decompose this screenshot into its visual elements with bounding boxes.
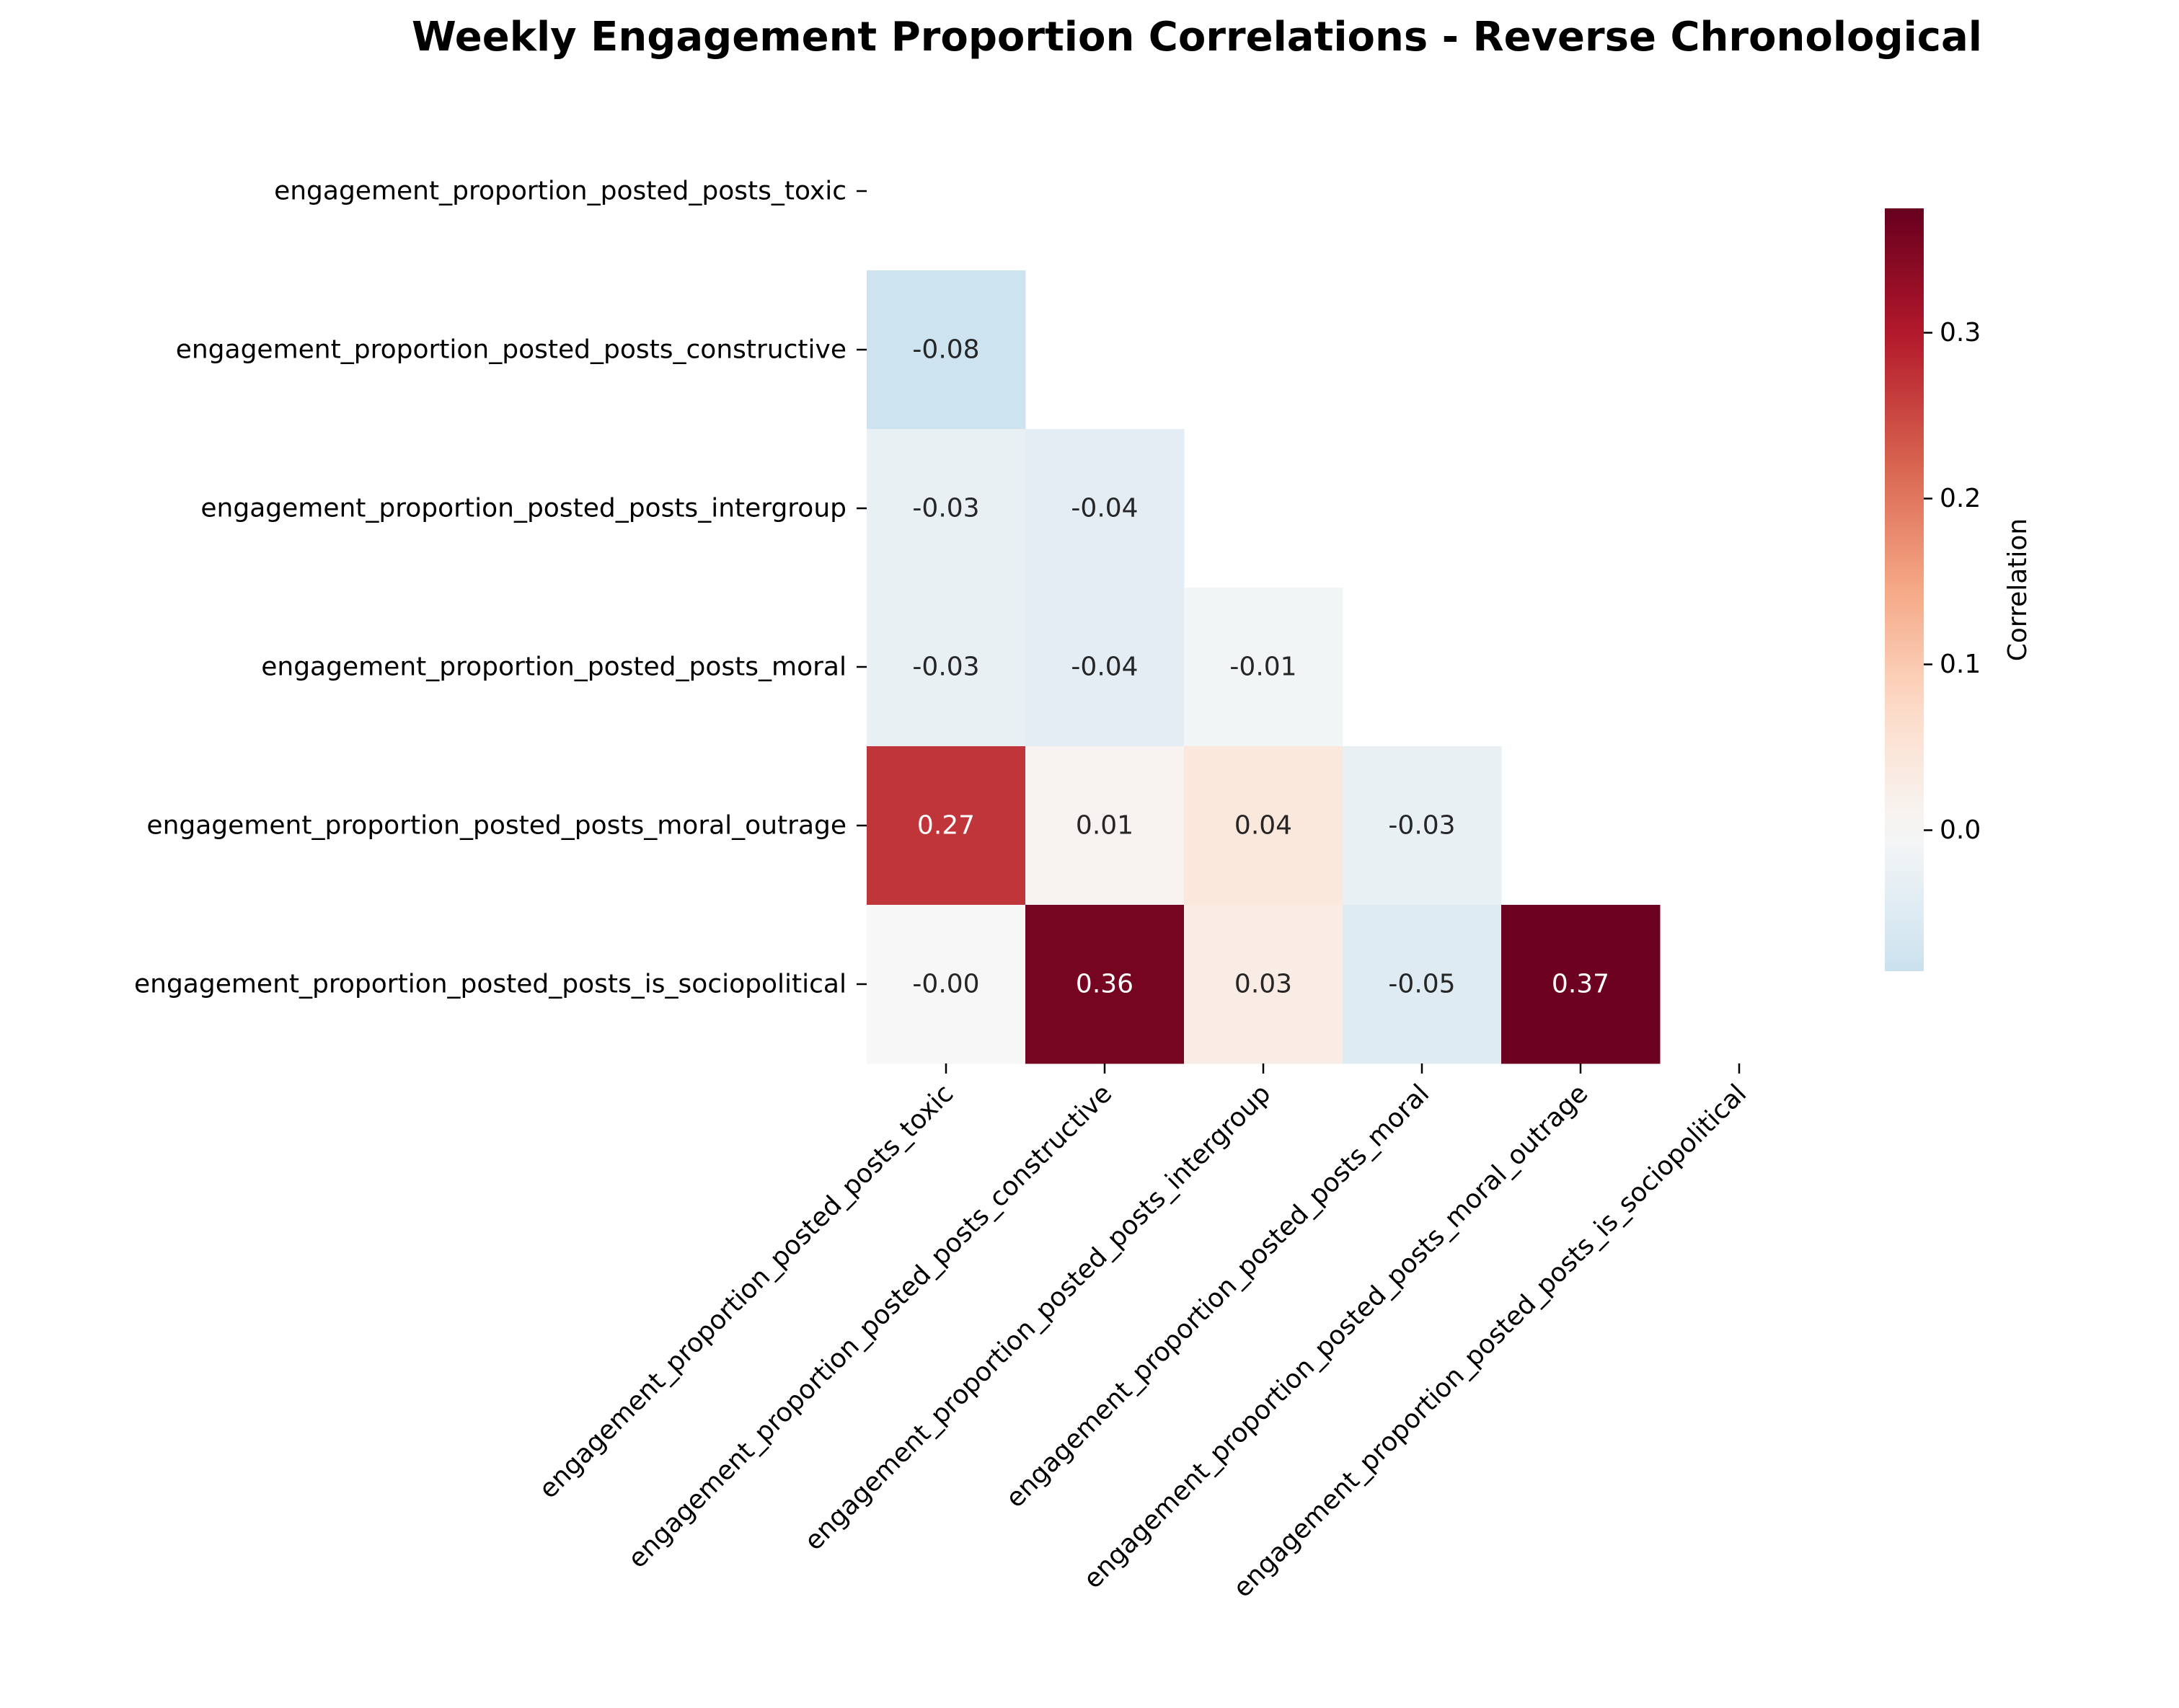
heatmap-cells xyxy=(867,270,1661,1064)
cell-value-label-r3-c1: -0.04 xyxy=(1071,652,1138,682)
heatmap-cell-r1-c0 xyxy=(867,270,1026,430)
heatmap-cell-r3-c1 xyxy=(1025,588,1185,747)
heatmap-cell-r4-c2 xyxy=(1184,746,1343,906)
x-axis: engagement_proportion_posted_posts_toxic… xyxy=(534,1063,1752,1603)
heatmap-cell-r5-c4 xyxy=(1501,905,1661,1064)
colorbar-gradient xyxy=(1885,208,1924,971)
y-tick-label-2: engagement_proportion_posted_posts_inter… xyxy=(200,494,847,523)
cell-value-label-r1-c0: -0.08 xyxy=(912,335,979,365)
heatmap-cell-r5-c0 xyxy=(867,905,1026,1064)
colorbar-label: Correlation xyxy=(2003,518,2033,662)
y-tick-label-4: engagement_proportion_posted_posts_moral… xyxy=(146,811,847,841)
x-tick-label-5: engagement_proportion_posted_posts_is_so… xyxy=(1228,1079,1753,1603)
cell-value-label-r5-c3: -0.05 xyxy=(1388,970,1455,999)
chart-title: Weekly Engagement Proportion Correlation… xyxy=(412,14,1982,61)
colorbar: 0.0 0.1 0.2 0.3 Correlation xyxy=(1885,208,2033,971)
heatmap-cell-r2-c0 xyxy=(867,429,1026,588)
heatmap-cell-labels: -0.08 -0.03 -0.04 -0.03 -0.04 -0.01 0.27 0.01 0.… xyxy=(912,335,1609,999)
colorbar-tick-label-2: 0.2 xyxy=(1940,484,1981,513)
y-tick-label-0: engagement_proportion_posted_posts_toxic xyxy=(274,177,847,206)
y-tick-label-3: engagement_proportion_posted_posts_moral xyxy=(261,652,847,682)
heatmap-cell-r4-c0 xyxy=(867,746,1026,906)
colorbar-tick-label-0: 0.0 xyxy=(1940,815,1981,845)
heatmap-cell-r5-c1 xyxy=(1025,905,1185,1064)
cell-value-label-r2-c0: -0.03 xyxy=(912,494,979,523)
y-tick-label-5: engagement_proportion_posted_posts_is_so… xyxy=(134,970,847,999)
cell-value-label-r2-c1: -0.04 xyxy=(1071,494,1138,523)
heatmap-cell-r3-c2 xyxy=(1184,588,1343,747)
cell-value-label-r4-c1: 0.01 xyxy=(1076,811,1133,841)
cell-value-label-r4-c0: 0.27 xyxy=(917,811,975,841)
cell-value-label-r5-c0: -0.00 xyxy=(912,970,979,999)
colorbar-tick-label-3: 0.3 xyxy=(1940,318,1981,348)
heatmap-cell-r5-c3 xyxy=(1343,905,1502,1064)
cell-value-label-r3-c2: -0.01 xyxy=(1229,652,1296,682)
cell-value-label-r4-c3: -0.03 xyxy=(1388,811,1455,841)
cell-value-label-r4-c2: 0.04 xyxy=(1234,811,1292,841)
cell-value-label-r5-c2: 0.03 xyxy=(1234,970,1292,999)
cell-value-label-r5-c4: 0.37 xyxy=(1552,970,1609,999)
heatmap-cell-r3-c0 xyxy=(867,588,1026,747)
y-tick-label-1: engagement_proportion_posted_posts_const… xyxy=(176,335,847,365)
heatmap-cell-r4-c3 xyxy=(1343,746,1502,906)
cell-value-label-r5-c1: 0.36 xyxy=(1076,970,1133,999)
cell-value-label-r3-c0: -0.03 xyxy=(912,652,979,682)
heatmap-cell-r4-c1 xyxy=(1025,746,1185,906)
colorbar-tick-label-1: 0.1 xyxy=(1940,650,1981,679)
heatmap-cell-r2-c1 xyxy=(1025,429,1185,588)
heatmap-cell-r5-c2 xyxy=(1184,905,1343,1064)
y-axis: engagement_proportion_posted_posts_toxic… xyxy=(134,177,867,999)
